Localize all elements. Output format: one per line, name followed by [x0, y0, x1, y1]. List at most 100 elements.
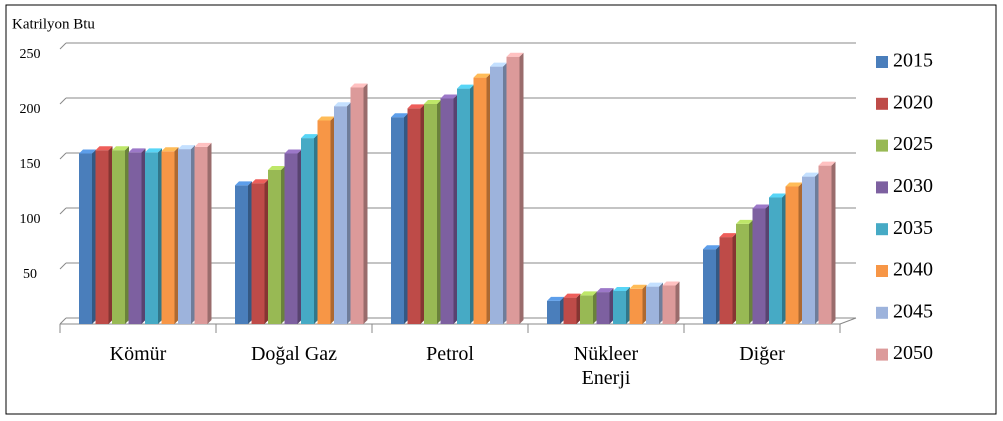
bar-top	[457, 84, 474, 89]
bar-side	[675, 281, 680, 324]
bar-side	[503, 62, 507, 324]
bar-top	[235, 181, 252, 186]
bar-side	[207, 142, 212, 324]
bar	[194, 142, 212, 324]
bar	[646, 282, 663, 324]
legend-swatch	[876, 223, 888, 236]
tick-mark	[59, 152, 67, 160]
bar-top	[178, 145, 195, 150]
bar	[95, 146, 113, 324]
bar-side	[314, 134, 318, 324]
bar-top	[251, 179, 269, 184]
bar-top	[301, 134, 318, 139]
bar-front	[112, 150, 125, 324]
bar	[440, 94, 458, 324]
bar-front	[194, 146, 208, 324]
bar-top	[802, 172, 819, 177]
bar-front	[802, 176, 815, 324]
legend-swatch	[876, 181, 888, 194]
legend-swatch	[876, 139, 888, 152]
bar-front	[424, 104, 437, 324]
tick-mark	[59, 207, 67, 215]
bar	[547, 296, 564, 324]
x-tick-label: Kömür	[109, 343, 167, 365]
bar-top	[629, 284, 647, 289]
bar-top	[79, 149, 96, 154]
legend-label: 2035	[893, 217, 933, 239]
bar	[112, 146, 129, 324]
bar-side	[626, 287, 630, 324]
bar	[301, 134, 318, 324]
bar-top	[506, 52, 524, 57]
bar	[785, 182, 803, 324]
bar-front	[178, 149, 191, 324]
tick-mark	[59, 42, 67, 50]
bar-side	[248, 181, 252, 324]
bar-side	[347, 102, 351, 324]
bar	[128, 148, 146, 324]
bar-top	[563, 293, 581, 298]
bar-top	[769, 193, 786, 198]
bar-top	[613, 287, 630, 291]
bar-front	[769, 197, 782, 324]
bar	[145, 148, 162, 324]
bar-side	[593, 291, 597, 324]
bar-top	[752, 204, 770, 209]
bar-front	[490, 66, 503, 324]
x-tick-label: Doğal Gaz	[250, 343, 338, 365]
bar-side	[749, 219, 753, 324]
bar	[769, 193, 786, 324]
bar-front	[457, 88, 470, 324]
bar	[802, 172, 819, 324]
bar-front	[301, 138, 314, 324]
bar	[424, 100, 441, 324]
bar-top	[424, 100, 441, 104]
bar	[391, 113, 408, 324]
bar	[596, 288, 614, 324]
legend-label: 2030	[893, 175, 933, 197]
bar-top	[818, 161, 836, 166]
legend-swatch	[876, 306, 888, 319]
y-tick-label: 200	[20, 102, 41, 117]
legend-label: 2040	[893, 259, 933, 281]
bar-front	[596, 292, 610, 324]
bar-side	[404, 113, 408, 324]
bar-top	[391, 113, 408, 118]
bar-front	[235, 185, 248, 324]
bar-front	[580, 295, 593, 324]
bar	[268, 166, 285, 324]
bar	[563, 293, 581, 324]
bar-top	[547, 296, 564, 301]
bar-top	[646, 282, 663, 287]
legend-swatch	[876, 348, 888, 361]
bar	[457, 84, 474, 324]
tick-mark	[59, 97, 67, 105]
bar-side	[519, 52, 524, 324]
bar-side	[470, 84, 474, 324]
bar-front	[613, 291, 626, 324]
bar-side	[191, 145, 195, 324]
bar-side	[576, 293, 581, 324]
bar-side	[453, 94, 458, 324]
bar-front	[473, 77, 487, 324]
legend-label: 2050	[893, 342, 933, 364]
bar	[473, 73, 491, 324]
bar	[613, 287, 630, 324]
bar-side	[659, 282, 663, 324]
bar-front	[736, 223, 749, 324]
bar-front	[284, 153, 298, 324]
bar-side	[141, 148, 146, 324]
bar-side	[92, 149, 96, 324]
bar-side	[831, 161, 836, 324]
bar	[629, 284, 647, 324]
bar-side	[420, 104, 425, 325]
y-tick-label: 250	[20, 47, 41, 62]
bar-side	[158, 148, 162, 324]
bar-top	[596, 288, 614, 293]
bar-side	[297, 149, 302, 324]
bar-side	[716, 245, 720, 324]
bar	[580, 291, 597, 324]
bar-side	[330, 116, 335, 324]
bar-front	[391, 117, 404, 324]
